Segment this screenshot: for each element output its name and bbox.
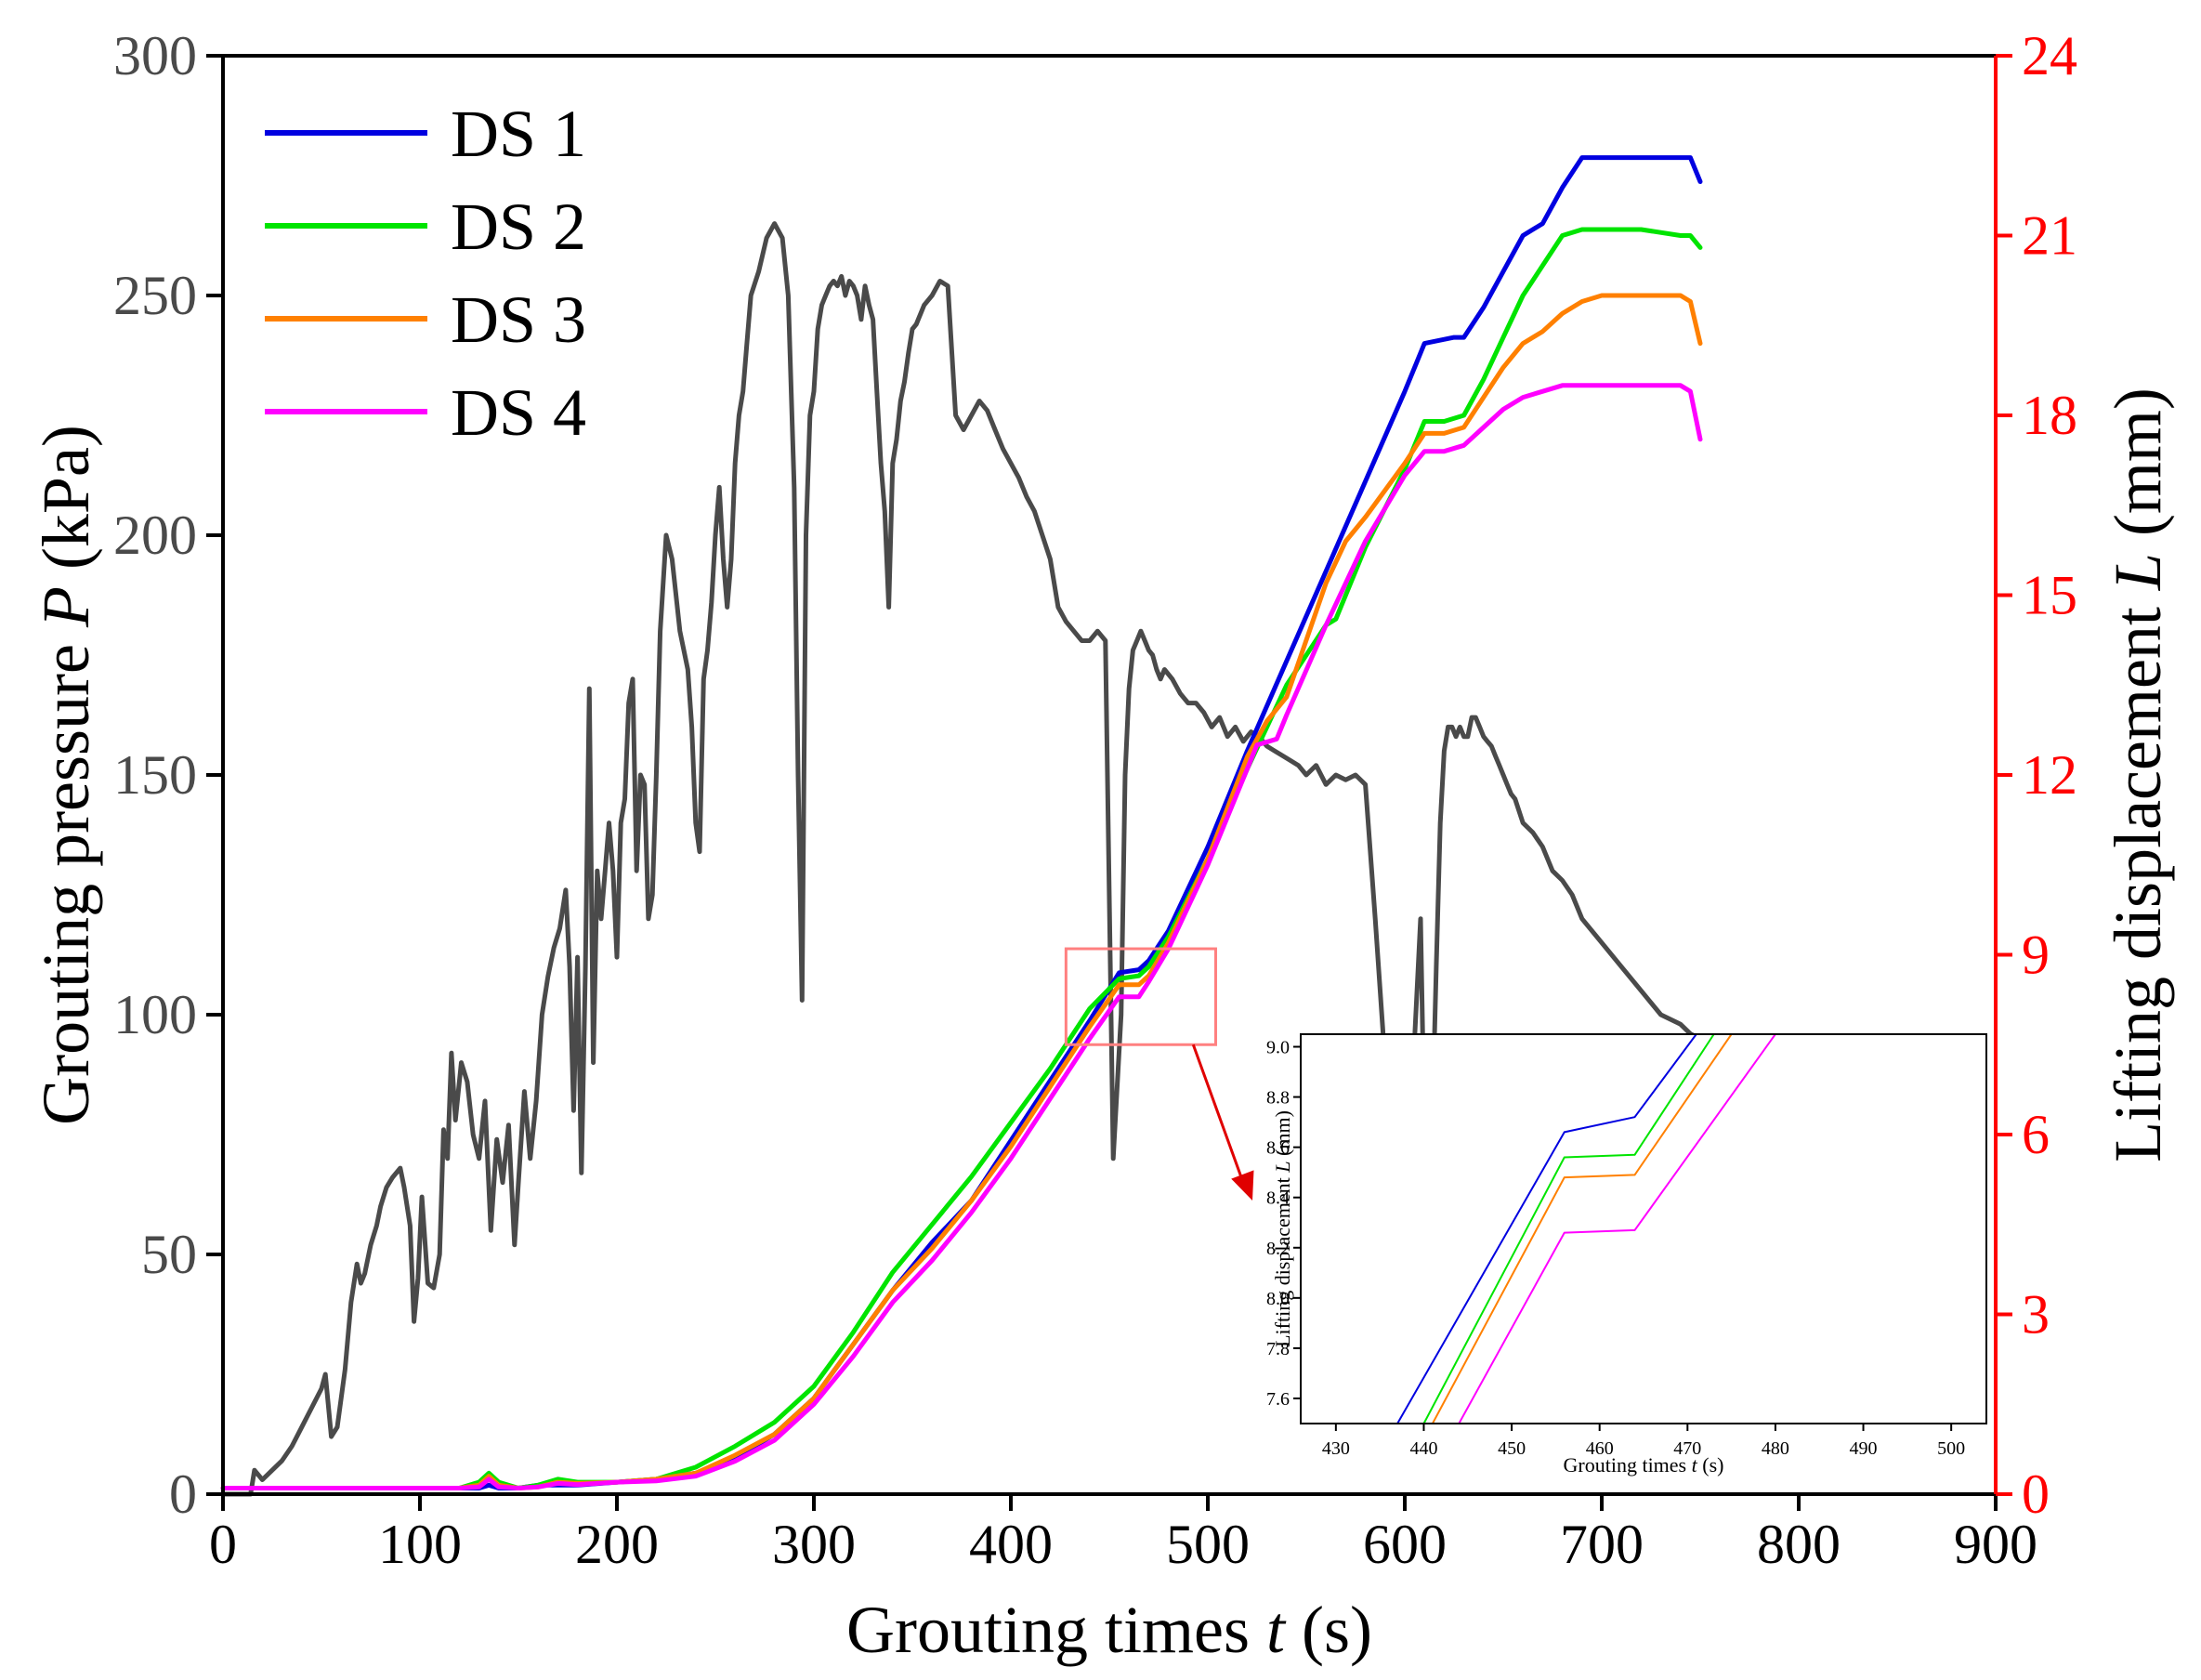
y-left-tick-label: 0 [169, 1463, 197, 1525]
x-tick-label: 200 [575, 1514, 659, 1575]
zoom-arrow-line [1191, 1043, 1247, 1188]
y-right-tick-label: 6 [2022, 1104, 2050, 1165]
inset-x-tick-label: 430 [1322, 1438, 1350, 1459]
inset-y-tick-label: 8.4 [1266, 1188, 1290, 1209]
x-axis-title: Grouting times t (s) [846, 1593, 1372, 1667]
y-right-tick-label: 3 [2022, 1284, 2050, 1345]
y-left-tick-label: 100 [113, 984, 197, 1045]
inset-y-tick-label: 7.8 [1266, 1339, 1290, 1359]
y-right-tick-label: 18 [2022, 385, 2077, 446]
legend-label: DS 3 [451, 282, 586, 357]
inset-line-ds-1 [1396, 1034, 1697, 1424]
y-right-tick-label: 21 [2022, 205, 2077, 267]
inset-y-tick-label: 9.0 [1266, 1038, 1290, 1058]
legend-label: DS 4 [451, 375, 586, 450]
x-tick-label: 400 [969, 1514, 1053, 1575]
y-right-axis-title: Lifting displacement L (mm) [2101, 387, 2175, 1162]
main-plot: 0 100 200 300 400 500 600 700 800 900050100150200… [29, 25, 2175, 1667]
inset-plot: 430 440 450 460 470 480 490 500 7.6 7.8 8.0 8.2 8.4 8… [1266, 1033, 1987, 1477]
inset-line-ds-2 [1422, 1034, 1715, 1424]
inset-frame [1300, 1033, 1987, 1424]
x-tick-label: 0 [209, 1514, 237, 1575]
inset-y-axis-title: Lifting displacement L (mm) [1271, 1110, 1294, 1347]
inset-x-tick-label: 470 [1673, 1438, 1701, 1459]
inset-line-ds-4 [1458, 1034, 1776, 1424]
y-left-axis-title: Grouting pressure P (kPa) [29, 425, 103, 1125]
inset-x-tick-label: 460 [1586, 1438, 1614, 1459]
inset-x-tick-label: 490 [1850, 1438, 1878, 1459]
inset-y-tick-label: 8.6 [1266, 1138, 1290, 1159]
x-tick-label: 800 [1757, 1514, 1841, 1575]
zoom-arrow-head [1231, 1170, 1254, 1201]
series-line-ds-4 [220, 383, 1703, 1490]
inset-background [1301, 1034, 1986, 1424]
legend-label: DS 1 [451, 97, 586, 171]
x-tick-label: 500 [1166, 1514, 1250, 1575]
y-left-tick-label: 250 [113, 265, 197, 326]
inset-x-tick-label: 440 [1409, 1438, 1437, 1459]
pressure-line [220, 221, 1837, 1497]
x-tick-label: 600 [1363, 1514, 1447, 1575]
legend-label: DS 2 [451, 190, 586, 264]
inset-x-tick-label: 500 [1937, 1438, 1965, 1459]
x-tick-label: 700 [1560, 1514, 1644, 1575]
y-right-tick-label: 24 [2022, 25, 2077, 86]
inset-y-tick-label: 8.8 [1266, 1088, 1290, 1109]
x-tick-label: 300 [772, 1514, 856, 1575]
y-right-tick-label: 12 [2022, 744, 2077, 806]
inset-line-ds-3 [1431, 1034, 1733, 1424]
y-left-tick-label: 150 [113, 744, 197, 806]
y-left-tick-label: 200 [113, 505, 197, 566]
y-left-tick-label: 50 [141, 1224, 197, 1285]
x-tick-label: 100 [378, 1514, 462, 1575]
y-right-tick-label: 0 [2022, 1463, 2050, 1525]
inset-y-tick-label: 8.2 [1266, 1239, 1290, 1259]
y-left-tick-label: 300 [113, 25, 197, 86]
zoom-box [1064, 947, 1217, 1046]
inset-lines [1396, 1034, 1776, 1424]
y-right-tick-label: 9 [2022, 925, 2050, 986]
x-tick-label: 900 [1954, 1514, 2037, 1575]
inset-y-tick-label: 7.6 [1266, 1389, 1290, 1410]
y-right-tick-label: 15 [2022, 565, 2077, 626]
inset-x-tick-label: 480 [1762, 1438, 1789, 1459]
inset-x-axis-title: Grouting times t (s) [1564, 1453, 1724, 1477]
inset-x-tick-label: 450 [1498, 1438, 1526, 1459]
inset-y-tick-label: 8.0 [1266, 1289, 1290, 1309]
